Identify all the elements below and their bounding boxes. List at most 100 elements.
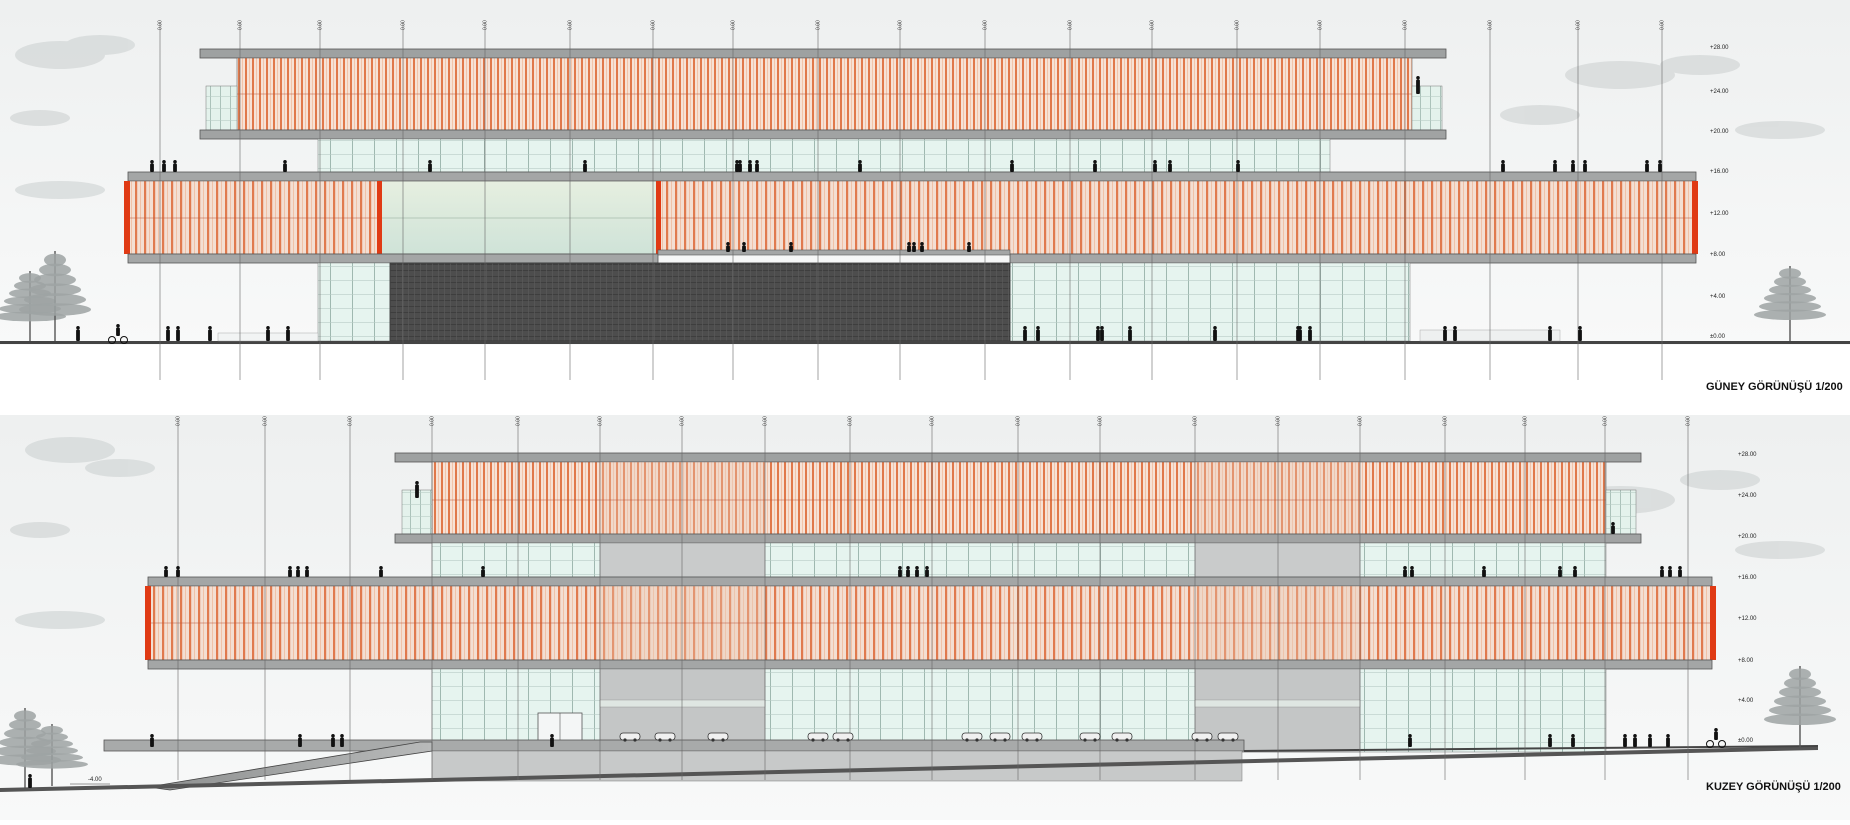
person-body — [76, 329, 80, 341]
person-silhouette — [920, 242, 924, 246]
ground-line — [0, 341, 1850, 344]
tree-foliage — [34, 273, 76, 287]
person-silhouette — [1410, 566, 1414, 570]
person-body — [296, 569, 300, 577]
person-body — [305, 569, 309, 577]
person-silhouette — [789, 242, 793, 246]
grid-label: 0.00 — [1098, 416, 1104, 426]
grid-label: 0.00 — [1686, 416, 1692, 426]
south-elevation: 0.00 0.00 0.00 0.00 0.00 0.00 0.00 0.00 0.00 0.00… — [0, 0, 1850, 393]
person-body — [1443, 329, 1447, 341]
person-body — [1548, 737, 1552, 747]
first-floor-slab-right — [1009, 253, 1697, 264]
south-level-20: +20.00 — [1710, 129, 1729, 135]
person-silhouette — [1236, 160, 1240, 164]
grid-label: 0.00 — [1318, 20, 1324, 30]
stair-core-left — [205, 85, 238, 131]
person-silhouette — [1408, 734, 1412, 738]
person-body — [150, 737, 154, 747]
grid-label: 0.00 — [1358, 416, 1364, 426]
grid-label: 0.00 — [263, 416, 269, 426]
grid-label: 0.00 — [1488, 20, 1494, 30]
person-silhouette — [915, 566, 919, 570]
car-outline — [1079, 732, 1101, 741]
red-end-panel-right — [1692, 181, 1698, 254]
north-level-0: ±0.00 — [1738, 738, 1754, 744]
person-body — [1023, 329, 1027, 341]
person-body — [1660, 569, 1664, 577]
tree-foliage — [4, 728, 46, 740]
person-body — [286, 329, 290, 341]
person-silhouette — [1548, 734, 1552, 738]
person-body — [415, 484, 419, 498]
person-body — [331, 737, 335, 747]
person-silhouette — [1153, 160, 1157, 164]
car-outline — [832, 732, 854, 741]
roof-slab — [199, 48, 1447, 59]
person-body — [1583, 163, 1587, 172]
person-silhouette — [176, 326, 180, 330]
person-silhouette — [755, 160, 759, 164]
person-body — [1408, 737, 1412, 747]
person-body — [1128, 329, 1132, 341]
person-silhouette — [305, 566, 309, 570]
person-body — [1666, 737, 1670, 747]
person-body — [550, 737, 554, 747]
person-body — [1298, 329, 1302, 341]
person-body — [150, 163, 154, 172]
person-body — [298, 737, 302, 747]
person-silhouette — [428, 160, 432, 164]
north-level-markers: +28.00 +24.00 +20.00 +16.00 +12.00 +8.00… — [1738, 452, 1757, 744]
person-body — [340, 737, 344, 747]
person-silhouette — [1100, 326, 1104, 330]
tree-foliage — [1764, 293, 1816, 304]
north-upper-louver-band — [431, 461, 1607, 535]
person-silhouette — [298, 734, 302, 738]
person-silhouette — [173, 160, 177, 164]
north-trees — [0, 666, 1836, 788]
person-silhouette — [550, 734, 554, 738]
person-silhouette — [379, 566, 383, 570]
car-outline — [1217, 732, 1239, 741]
person-silhouette — [726, 242, 730, 246]
person-body — [1648, 737, 1652, 747]
north-stair-core-right — [1605, 489, 1637, 535]
person-body — [1573, 569, 1577, 577]
car-outline — [619, 732, 641, 741]
person-silhouette — [1128, 326, 1132, 330]
south-grid-lines: 0.00 0.00 0.00 0.00 0.00 0.00 0.00 0.00 0.00 0.00… — [158, 20, 1666, 380]
north-terrace-slab — [147, 576, 1713, 587]
person-silhouette — [76, 326, 80, 330]
person-body — [481, 569, 485, 577]
grid-label: 0.00 — [1660, 20, 1666, 30]
person-body — [1714, 731, 1718, 740]
person-silhouette — [28, 774, 32, 778]
main-louver-band — [127, 180, 1697, 255]
tree-foliage — [1769, 704, 1831, 717]
person-silhouette — [1553, 160, 1557, 164]
south-level-28: +28.00 — [1710, 45, 1729, 51]
person-silhouette — [164, 566, 168, 570]
person-silhouette — [912, 242, 916, 246]
person-silhouette — [858, 160, 862, 164]
person-body — [925, 569, 929, 577]
person-silhouette — [286, 326, 290, 330]
person-body — [920, 245, 924, 252]
person-silhouette — [1623, 734, 1627, 738]
person-body — [789, 245, 793, 252]
grid-label: 0.00 — [348, 416, 354, 426]
car-outline — [707, 732, 729, 741]
person-body — [1578, 329, 1582, 341]
car-outline — [1021, 732, 1043, 741]
grid-label: 0.00 — [483, 20, 489, 30]
red-end-panel-left — [124, 181, 130, 254]
person-silhouette — [1443, 326, 1447, 330]
person-silhouette — [742, 242, 746, 246]
grid-label: 0.00 — [598, 416, 604, 426]
north-level-8: +8.00 — [1738, 658, 1754, 664]
person-body — [1096, 329, 1100, 341]
person-body — [173, 163, 177, 172]
tree-foliage — [14, 710, 36, 722]
person-body — [583, 163, 587, 172]
grid-label: 0.00 — [1576, 20, 1582, 30]
